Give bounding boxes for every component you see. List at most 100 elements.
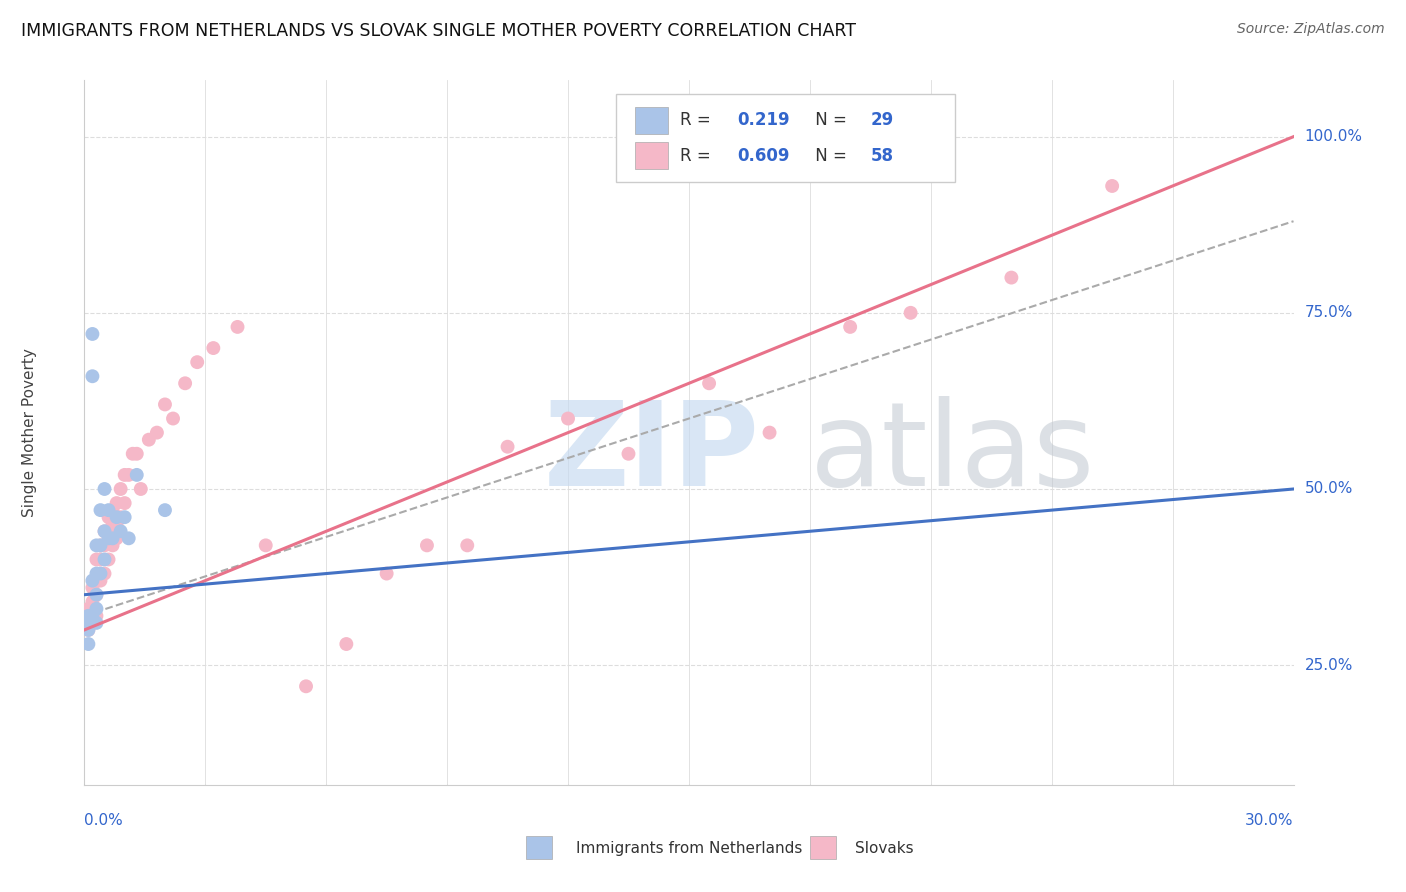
- Point: [900, 306, 922, 320]
- Point: [114, 496, 136, 510]
- Text: 29: 29: [870, 112, 894, 129]
- FancyBboxPatch shape: [634, 143, 668, 169]
- Point: [77, 637, 100, 651]
- Point: [110, 482, 132, 496]
- Point: [86, 566, 108, 581]
- Point: [82, 608, 104, 623]
- Point: [86, 538, 108, 552]
- Point: [89, 566, 111, 581]
- Point: [82, 574, 104, 588]
- FancyBboxPatch shape: [526, 836, 553, 859]
- Point: [86, 608, 108, 623]
- Point: [86, 574, 108, 588]
- Text: 50.0%: 50.0%: [1305, 482, 1353, 497]
- Point: [114, 467, 136, 482]
- Point: [496, 440, 519, 454]
- Point: [89, 538, 111, 552]
- Point: [101, 532, 124, 546]
- Point: [697, 376, 720, 391]
- Point: [101, 517, 124, 532]
- Text: 0.0%: 0.0%: [84, 814, 124, 828]
- Point: [162, 411, 184, 425]
- Point: [86, 552, 108, 566]
- Text: atlas: atlas: [810, 396, 1095, 511]
- Point: [101, 538, 124, 552]
- Point: [82, 615, 104, 630]
- Point: [101, 503, 124, 517]
- Point: [456, 538, 478, 552]
- Text: IMMIGRANTS FROM NETHERLANDS VS SLOVAK SINGLE MOTHER POVERTY CORRELATION CHART: IMMIGRANTS FROM NETHERLANDS VS SLOVAK SI…: [21, 22, 856, 40]
- Point: [82, 595, 104, 609]
- Point: [153, 397, 176, 411]
- Text: Single Mother Poverty: Single Mother Poverty: [22, 348, 38, 517]
- Point: [557, 411, 579, 425]
- Point: [86, 615, 108, 630]
- Text: 25.0%: 25.0%: [1305, 657, 1353, 673]
- Point: [77, 608, 100, 623]
- Point: [89, 552, 111, 566]
- Point: [125, 447, 148, 461]
- Text: R =: R =: [681, 146, 717, 165]
- Point: [226, 319, 249, 334]
- Point: [82, 581, 104, 595]
- Point: [758, 425, 780, 440]
- Point: [77, 601, 100, 615]
- Point: [254, 538, 277, 552]
- Point: [110, 524, 132, 539]
- Point: [77, 608, 100, 623]
- Point: [146, 425, 169, 440]
- Point: [105, 517, 128, 532]
- Point: [97, 510, 120, 524]
- Point: [97, 552, 120, 566]
- Point: [77, 615, 100, 630]
- Point: [121, 447, 143, 461]
- Text: 100.0%: 100.0%: [1305, 129, 1362, 145]
- Point: [93, 482, 115, 496]
- Point: [93, 566, 115, 581]
- Point: [416, 538, 439, 552]
- Point: [174, 376, 197, 391]
- Text: R =: R =: [681, 112, 717, 129]
- Text: Immigrants from Netherlands: Immigrants from Netherlands: [575, 841, 803, 856]
- Point: [93, 524, 115, 539]
- Point: [93, 538, 115, 552]
- Point: [82, 608, 104, 623]
- FancyBboxPatch shape: [616, 95, 955, 183]
- Text: 58: 58: [870, 146, 893, 165]
- Point: [105, 510, 128, 524]
- Point: [617, 447, 640, 461]
- FancyBboxPatch shape: [634, 107, 668, 134]
- Point: [105, 496, 128, 510]
- Text: 75.0%: 75.0%: [1305, 305, 1353, 320]
- Point: [89, 538, 111, 552]
- Point: [82, 369, 104, 384]
- Point: [153, 503, 176, 517]
- Text: Source: ZipAtlas.com: Source: ZipAtlas.com: [1237, 22, 1385, 37]
- Point: [186, 355, 208, 369]
- Point: [77, 623, 100, 637]
- Point: [89, 503, 111, 517]
- Point: [93, 524, 115, 539]
- Point: [114, 510, 136, 524]
- Point: [375, 566, 398, 581]
- Point: [118, 467, 141, 482]
- Point: [86, 601, 108, 615]
- Point: [1000, 270, 1022, 285]
- Point: [82, 615, 104, 630]
- Point: [105, 532, 128, 546]
- Point: [82, 326, 104, 341]
- Point: [97, 524, 120, 539]
- Point: [202, 341, 225, 355]
- Text: N =: N =: [810, 146, 852, 165]
- Point: [77, 615, 100, 630]
- Point: [97, 532, 120, 546]
- FancyBboxPatch shape: [810, 836, 837, 859]
- Text: ZIP: ZIP: [544, 396, 759, 511]
- Point: [839, 319, 862, 334]
- Text: 0.609: 0.609: [737, 146, 790, 165]
- Point: [89, 574, 111, 588]
- Point: [110, 510, 132, 524]
- Point: [295, 679, 318, 693]
- Point: [125, 467, 148, 482]
- Point: [118, 532, 141, 546]
